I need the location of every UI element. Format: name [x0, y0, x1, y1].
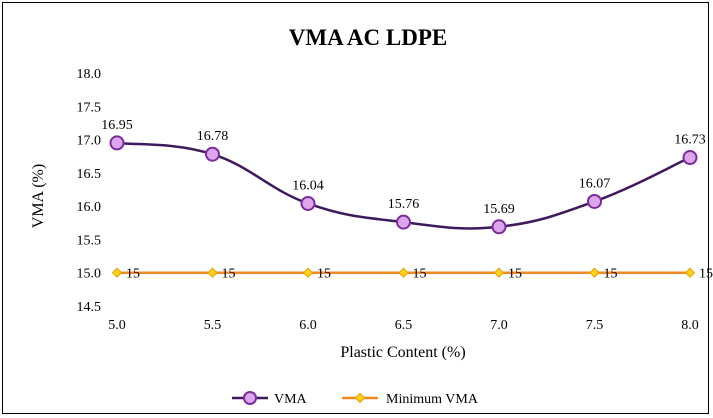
- vma-data-label: 16.73: [674, 133, 706, 148]
- legend-minimum-vma-marker: [354, 392, 366, 404]
- y-tick-label: 14.5: [77, 300, 102, 315]
- vma-data-label: 15.69: [483, 202, 515, 217]
- legend-vma-marker: [243, 391, 257, 405]
- minimum-vma-data-label: 15: [699, 267, 713, 282]
- vma-data-label: 15.76: [388, 197, 420, 212]
- vma-point: [396, 214, 411, 230]
- y-tick-label: 16.5: [77, 167, 102, 182]
- y-tick-label: 18.0: [77, 67, 102, 82]
- vma-point: [109, 135, 125, 151]
- y-tick-label: 17.5: [77, 100, 102, 115]
- vma-data-label: 16.78: [197, 129, 229, 144]
- plot-area: 18.0 17.5 17.0 16.5 16.0 15.5 15.0 14.5 5.0 5.5 6.…: [77, 67, 713, 333]
- minimum-vma-point: [493, 267, 505, 278]
- x-tick-label: 8.0: [681, 318, 699, 333]
- vma-point: [300, 195, 316, 211]
- y-tick-label: 16.0: [77, 200, 102, 215]
- minimum-vma-data-label: 15: [222, 267, 236, 282]
- legend-minimum-vma-label: Minimum VMA: [386, 392, 479, 407]
- minimum-vma-data-label: 15: [604, 267, 618, 282]
- chart-title: VMA AC LDPE: [289, 25, 447, 50]
- vma-point: [205, 146, 220, 162]
- x-tick-label: 7.5: [586, 318, 604, 333]
- minimum-vma-point: [302, 267, 314, 278]
- minimum-vma-data-label: 15: [508, 267, 522, 282]
- legend-vma-label: VMA: [274, 392, 308, 407]
- minimum-vma-point: [589, 267, 600, 278]
- vma-point: [587, 193, 602, 209]
- minimum-vma-point: [398, 267, 409, 278]
- y-tick-label: 17.0: [77, 134, 102, 149]
- minimum-vma-point: [207, 267, 218, 278]
- minimum-vma-data-label: 15: [413, 267, 427, 282]
- vma-data-label: 16.07: [579, 176, 611, 191]
- y-axis-title: VMA (%): [30, 164, 47, 228]
- vma-point: [491, 219, 507, 235]
- minimum-vma-point: [684, 267, 696, 278]
- x-tick-label: 7.0: [490, 318, 508, 333]
- vma-data-label: 16.04: [292, 178, 324, 193]
- minimum-vma-point: [111, 267, 123, 278]
- x-tick-label: 5.0: [108, 318, 126, 333]
- minimum-vma-data-label: 15: [317, 267, 331, 282]
- vma-data-label: 16.95: [101, 118, 133, 133]
- x-axis-title: Plastic Content (%): [340, 344, 465, 361]
- minimum-vma-data-label: 15: [126, 267, 140, 282]
- vma-point: [682, 150, 698, 166]
- x-tick-label: 6.5: [395, 318, 413, 333]
- x-tick-label: 5.5: [204, 318, 222, 333]
- y-tick-label: 15.0: [77, 267, 102, 282]
- x-tick-label: 6.0: [299, 318, 317, 333]
- legend: VMA Minimum VMA: [232, 391, 479, 407]
- y-tick-label: 15.5: [77, 233, 102, 248]
